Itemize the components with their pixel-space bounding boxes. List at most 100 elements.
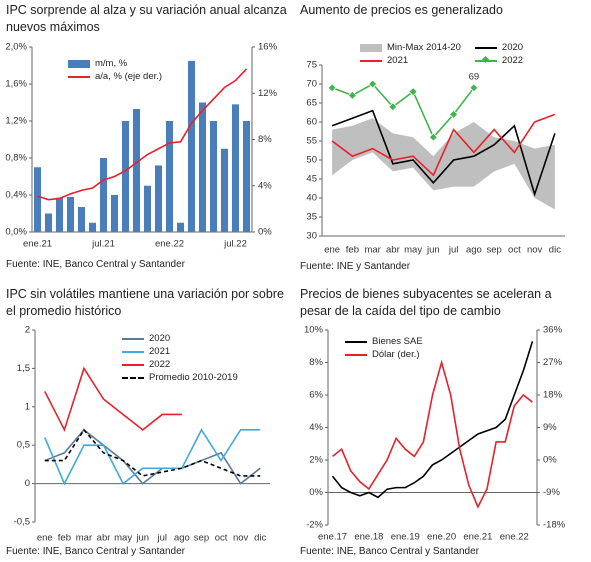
y2-tick-label: 27% [543,357,563,368]
legend-label: Bienes SAE [372,336,423,347]
legend-entry: m/m, % [68,58,162,69]
x-tick-label: ene.19 [391,532,420,543]
y2-tick-label: 12% [258,88,278,99]
y2-tick-label: -18% [543,520,566,531]
legend-swatch [345,353,367,356]
legend-label: 2021 [149,346,171,357]
y2-tick-label: 16% [258,42,278,53]
x-tick-label: may [114,533,132,544]
bar [165,121,174,232]
legend-label: Promedio 2010-2019 [149,372,238,383]
legend-label: Dólar (der.) [372,349,420,360]
chart-source: Fuente: INE, Banco Central y Santander [6,546,185,557]
y-tick-label: 50 [306,155,317,166]
bar [77,207,86,232]
x-tick-label: ago [466,245,482,256]
x-tick-label: jun [135,533,149,544]
x-tick-label: mar [76,533,92,544]
y-tick-label: 65 [306,98,317,109]
x-tick-label: ene.18 [354,532,383,543]
y2-tick-label: 36% [543,325,563,336]
y-tick-label: 0,0% [5,227,27,238]
x-tick-label: ene.21 [463,532,492,543]
x-tick-label: ene.17 [318,532,347,543]
y2-tick-label: -9% [543,487,560,498]
y-tick-label: 6% [309,390,323,401]
bar [110,195,119,232]
legend-marker [481,55,489,63]
bar [55,197,64,232]
x-tick-label: may [404,245,422,256]
legend: Bienes SAE Dólar (der.) [345,336,423,360]
y-tick-label: 60 [306,117,317,128]
x-tick-label: jul.21 [91,239,115,250]
legend-swatch [474,55,497,63]
x-tick-label: nov [233,533,249,544]
legend-entry: Min-Max 2014-20 [360,42,461,53]
x-tick-label: jul [448,245,459,256]
legend-swatch [360,59,382,62]
y2-tick-label: 9% [543,422,557,433]
y-tick-label: 0% [309,487,323,498]
bar [99,158,108,232]
x-tick-label: sep [194,533,209,544]
marker [408,87,418,97]
y-tick-label: 45 [306,174,317,185]
marker [347,90,357,100]
y-tick-label: 10% [304,325,324,336]
legend-label: 2022 [149,359,171,370]
marker [469,83,479,93]
y-tick-label: 1,2% [5,116,27,127]
y-tick-label: -0,5 [14,517,30,528]
x-tick-label: jun [426,245,440,256]
bar [209,121,218,232]
bar [121,121,130,232]
y2-tick-label: 0% [543,455,557,466]
legend-swatch [68,59,90,68]
legend-label: 2021 [387,55,409,66]
legend-swatch [122,350,144,353]
bar [88,222,97,232]
y-tick-label: 2% [309,455,323,466]
line [44,366,182,432]
bar [220,148,229,232]
y-tick-label: 55 [306,136,317,147]
legend-entry: 2021 [360,55,461,66]
y-tick-label: 1,6% [5,79,27,90]
legend-label: a/a, % (eje der.) [95,71,163,82]
x-tick-label: abr [97,533,111,544]
legend-label: 2020 [149,333,171,344]
x-tick-label: jul [157,533,168,544]
y-tick-label: 4% [309,422,323,433]
x-tick-label: dic [549,245,561,256]
chart-title: IPC sin volátiles mantiene una variación… [6,287,284,318]
legend-entry: 2020 [474,42,523,53]
chart-title: Aumento de precios es generalizado [300,3,503,17]
x-tick-label: ene.21 [23,239,52,250]
y-tick-label: 0,8% [5,153,27,164]
y-tick-label: 1 [25,401,30,412]
legend-entry: Dólar (der.) [345,349,423,360]
chart-source: Fuente: INE, Banco Central y Santander [6,259,185,270]
line [331,113,556,177]
x-tick-label: ene [37,533,53,544]
legend: 2020 2021 2022 Promedio 2010-2019 [122,333,238,383]
x-tick-label: oct [508,245,521,256]
marker [368,79,378,89]
legend-swatch [122,337,144,340]
line [331,82,475,139]
y-tick-label: 75 [306,60,317,71]
legend-label: Min-Max 2014-20 [387,42,461,53]
bar [242,121,251,232]
y-tick-label: 1,5 [17,363,30,374]
y-tick-label: 8% [309,357,323,368]
x-tick-label: ene.20 [427,532,456,543]
chart-source: Fuente: INE y Santander [300,261,411,272]
legend: Min-Max 2014-20 2020 2021 2022 [360,42,524,66]
legend-swatch [122,363,144,366]
y2-tick-label: 18% [543,390,563,401]
x-tick-label: nov [527,245,543,256]
line [331,341,534,499]
